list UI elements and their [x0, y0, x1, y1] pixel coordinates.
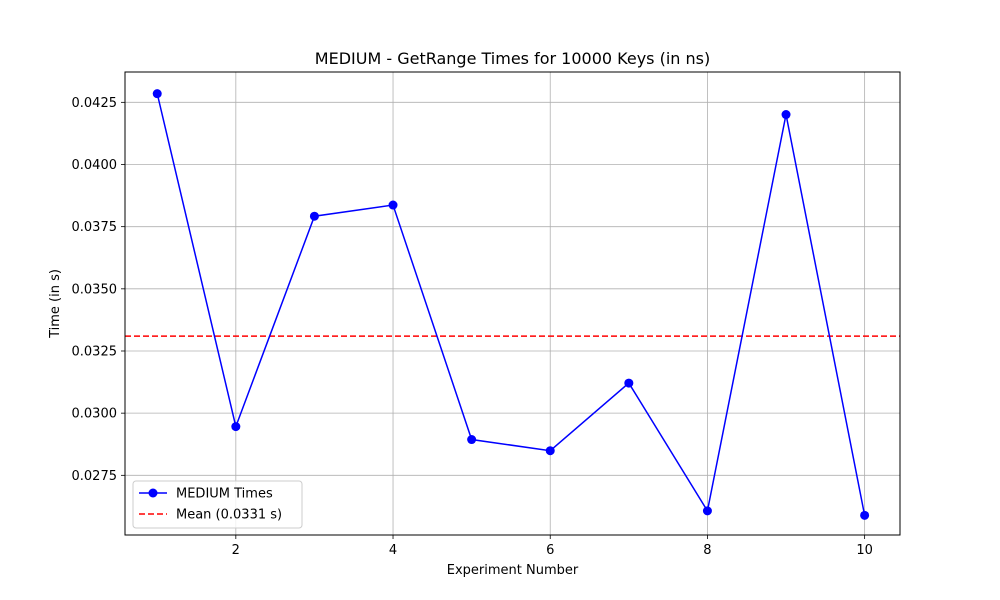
data-point [309, 211, 319, 221]
legend-box [132, 480, 303, 529]
y-tick-label: 0.0350 [72, 282, 118, 297]
data-point [781, 110, 791, 120]
legend-mean-label: Mean (0.0331 s) [176, 508, 282, 523]
y-tick-label: 0.0400 [72, 158, 118, 173]
x-tick-label: 6 [546, 543, 554, 558]
chart-title: MEDIUM - GetRange Times for 10000 Keys (… [315, 49, 710, 68]
y-axis-label: Time (in s) [48, 269, 63, 339]
x-tick-label: 4 [389, 543, 397, 558]
legend: MEDIUM Times Mean (0.0331 s) [132, 480, 303, 529]
y-tick-label: 0.0300 [72, 407, 118, 422]
data-point [860, 510, 870, 520]
y-tick-label: 0.0275 [72, 469, 118, 484]
data-point [702, 506, 712, 516]
plot-frame [124, 71, 901, 536]
legend-series-marker [148, 488, 158, 498]
y-tick-label: 0.0425 [72, 96, 118, 111]
x-axis-label: Experiment Number [447, 563, 579, 578]
y-tick-label: 0.0375 [72, 220, 118, 235]
y-tick-label: 0.0325 [72, 344, 118, 359]
grid [125, 72, 900, 535]
data-point [388, 200, 398, 210]
data-point [467, 435, 477, 445]
legend-series-label: MEDIUM Times [176, 487, 273, 502]
y-axis-ticks: 0.0275 0.0300 0.0325 0.0350 0.0375 0.0400 0.04… [72, 96, 125, 484]
data-point [545, 446, 555, 456]
series-layer [152, 89, 870, 520]
x-tick-label: 8 [703, 543, 711, 558]
series-line [156, 93, 866, 516]
data-point [231, 422, 241, 432]
x-axis-ticks: 2 4 6 8 10 [232, 535, 873, 558]
data-point [152, 89, 162, 99]
data-point [624, 378, 634, 388]
x-tick-label: 2 [232, 543, 240, 558]
x-tick-label: 10 [856, 543, 873, 558]
